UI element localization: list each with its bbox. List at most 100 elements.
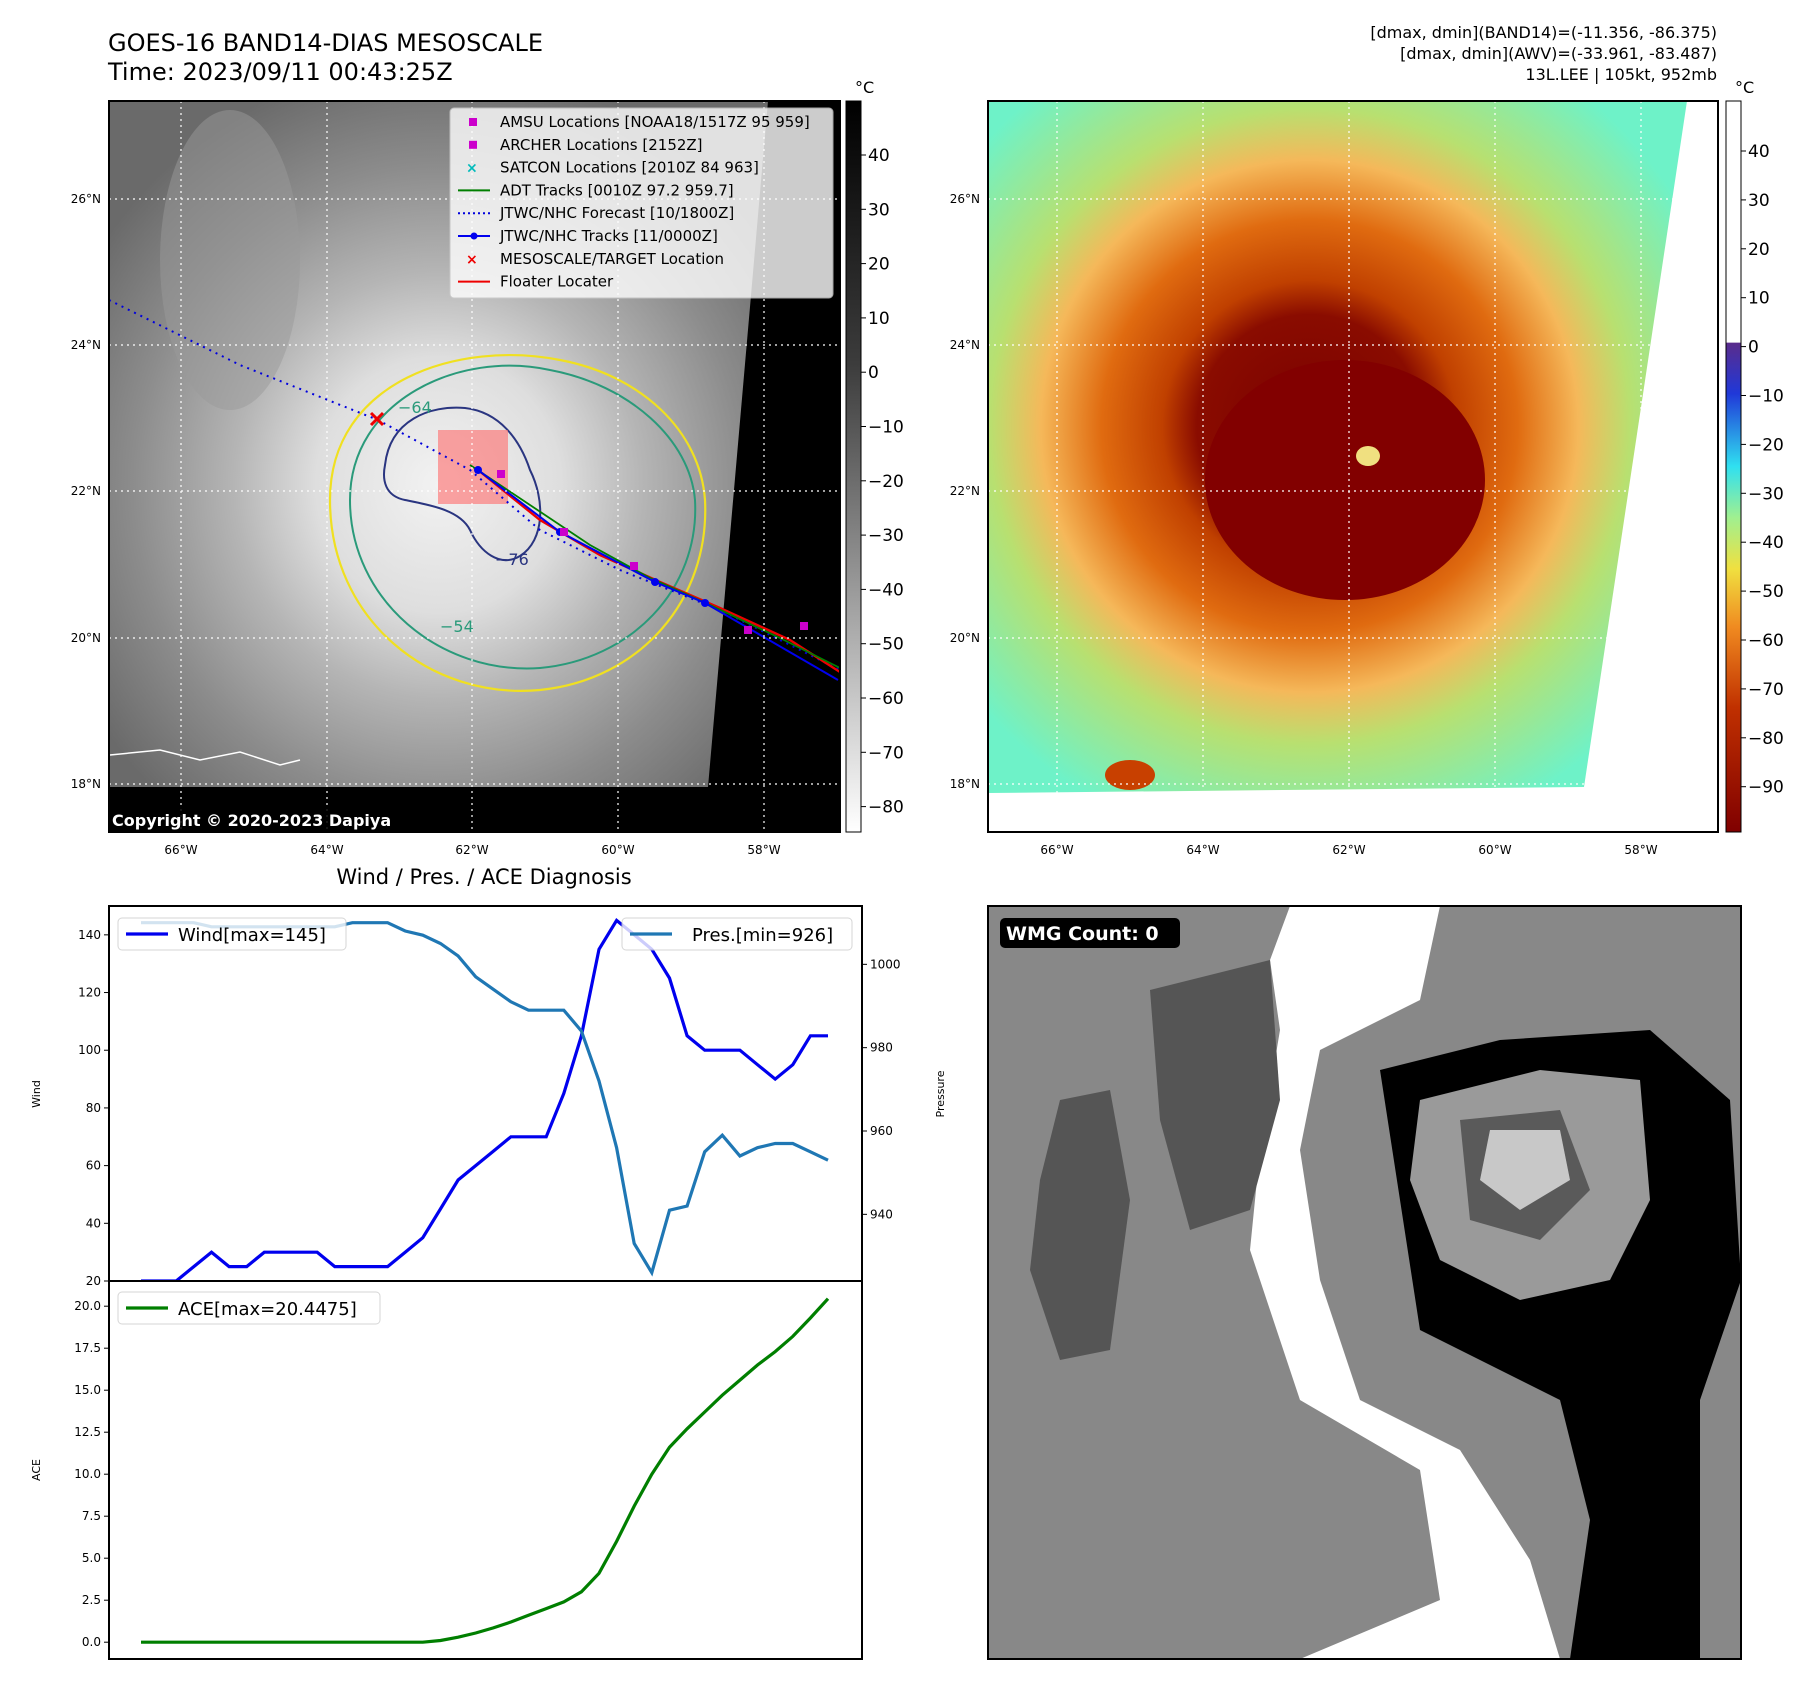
ir-contour-navy [383, 406, 542, 562]
enhanced-colorbar: °C 40 30 20 10 0 −10 −20 −30 −40 −50 −60 −70 −80 −90 [1725, 78, 1784, 833]
pressure-ytick-label: 960 [870, 1124, 893, 1138]
ir-map-panel: −76 −54 −64 Copyright © 2020-2023 Dapiya… [108, 100, 841, 833]
pressure-ylabel: Pressure [934, 1070, 947, 1117]
map-tick-labels: 66°W 66°W 64°W 64°W 62°W 62°W 60°W 60°W 58°W 58°W… [71, 192, 1658, 857]
lon-tick-label: 64°W [310, 843, 343, 857]
enh-cb-tick-label: −80 [1748, 729, 1784, 749]
enhanced-colorbar-ticks: 40 30 20 10 0 −10 −20 −30 −40 −50 −60 −70 −80 −90 [1741, 142, 1784, 798]
enhanced-map-panel [987, 100, 1719, 833]
lat-tick-label: 26°N [71, 192, 101, 206]
ir-cb-tick-label: −70 [868, 743, 904, 763]
cdo-core [1205, 360, 1485, 600]
contour-label: −76 [495, 550, 529, 569]
ace-yticks: 0.0 2.5 5.0 7.5 10.0 12.5 15.0 17.5 20.0 [74, 1299, 109, 1649]
adt-track [469, 464, 840, 669]
eye [1356, 446, 1380, 466]
ir-cb-tick-label: 20 [868, 255, 890, 275]
enh-gridlines [988, 101, 1718, 832]
lon-tick-label: 62°W [455, 843, 488, 857]
wind-legend: Wind[max=145] [117, 917, 347, 951]
mesoscale-target-marker [369, 411, 385, 427]
legend-marker-x: × [466, 252, 478, 268]
ace-legend-label: ACE[max=20.4475] [178, 1299, 357, 1320]
wmg-count-badge [1000, 918, 1180, 948]
legend-marker-x: × [466, 161, 478, 177]
ace-chart: 0.0 2.5 5.0 7.5 10.0 12.5 15.0 17.5 20.0 ACE ACE… [30, 1280, 863, 1660]
enh-cb-tick-label: −60 [1748, 631, 1784, 651]
pressure-ytick-label: 940 [870, 1207, 893, 1221]
ace-series-line [141, 1297, 830, 1644]
wmg-dark-patch [1030, 1090, 1130, 1360]
lon-tick-label: 62°W [1332, 843, 1365, 857]
ace-ytick-label: 17.5 [74, 1341, 101, 1355]
enh-cb-tick-label: −20 [1748, 435, 1784, 455]
ir-contour-yellow [328, 353, 707, 692]
legend-item: × SATCON Locations [2010Z 84 963] [466, 159, 759, 177]
legend-label: ARCHER Locations [2152Z] [500, 136, 703, 154]
lat-tick-label: 24°N [950, 338, 980, 352]
legend-label: ADT Tracks [0010Z 97.2 959.7] [500, 181, 734, 199]
contour-label: −64 [398, 398, 432, 417]
pressure-legend: Pres.[min=926] [621, 917, 853, 951]
lon-tick-label: 58°W [747, 843, 780, 857]
legend-marker-dot [470, 232, 478, 240]
coastline [109, 749, 301, 766]
ir-cb-tick-label: −80 [868, 798, 904, 818]
band14-range: [dmax, dmin](BAND14)=(-11.356, -86.375) [1370, 23, 1717, 42]
pressure-ytick-label: 1000 [870, 957, 901, 971]
ir-contour-green [348, 364, 697, 670]
ir-colorbar-ticks: 40 30 20 10 0 −10 −20 −30 −40 −50 −60 −70 −80 [861, 146, 904, 818]
pressure-ytick-label: 980 [870, 1041, 893, 1055]
ir-cloud-band [160, 110, 300, 410]
enh-cb-tick-label: −40 [1748, 533, 1784, 553]
wind-yticks: 20 40 60 80 100 120 140 [78, 928, 109, 1288]
lon-tick-label: 66°W [1040, 843, 1073, 857]
wind-ytick-label: 60 [86, 1159, 101, 1173]
enh-cb-tick-label: 30 [1748, 191, 1770, 211]
legend-items: AMSU Locations [NOAA18/1517Z 95 959] ARCH… [458, 113, 810, 291]
copyright-text: Copyright © 2020-2023 Dapiya [112, 811, 391, 830]
legend-item: JTWC/NHC Forecast [10/1800Z] [458, 204, 734, 222]
wind-ytick-label: 120 [78, 986, 101, 1000]
enh-cb-tick-label: 0 [1748, 338, 1759, 358]
enhanced-frame [987, 100, 1719, 833]
ir-cb-tick-label: −20 [868, 472, 904, 492]
lon-tick-label: 64°W [1186, 843, 1219, 857]
ir-cb-tick-label: −50 [868, 635, 904, 655]
lat-tick-label: 22°N [71, 484, 101, 498]
ir-cb-tick-label: 40 [868, 146, 890, 166]
ir-colorbar-unit: °C [855, 78, 874, 97]
ace-axes-frame [108, 1280, 863, 1660]
ace-ytick-label: 20.0 [74, 1299, 101, 1313]
wind-ylabel: Wind [30, 1080, 43, 1108]
lat-tick-label: 22°N [950, 484, 980, 498]
enh-cb-tick-label: −90 [1748, 778, 1784, 798]
ace-ytick-label: 2.5 [82, 1593, 101, 1607]
legend-marker-square [469, 140, 477, 149]
legend-item: ADT Tracks [0010Z 97.2 959.7] [458, 181, 734, 199]
wind-ytick-label: 40 [86, 1216, 101, 1230]
enh-cb-tick-label: 10 [1748, 289, 1770, 309]
lat-tick-label: 20°N [71, 631, 101, 645]
lat-tick-label: 18°N [71, 777, 101, 791]
ir-cb-tick-label: 30 [868, 200, 890, 220]
ace-ylabel: ACE [30, 1459, 43, 1481]
ace-ytick-label: 7.5 [82, 1509, 101, 1523]
ir-colorbar-ramp [845, 100, 862, 833]
enh-cb-tick-label: −30 [1748, 484, 1784, 504]
wmg-frame [987, 905, 1742, 1660]
ace-ytick-label: 0.0 [82, 1635, 101, 1649]
legend-label: JTWC/NHC Tracks [11/0000Z] [499, 227, 718, 245]
lat-tick-label: 18°N [950, 777, 980, 791]
enh-cb-tick-label: 40 [1748, 142, 1770, 162]
legend-marker-square [469, 118, 477, 126]
wind-series-line [141, 917, 828, 1283]
wind-ytick-label: 20 [86, 1274, 101, 1288]
ir-colorbar: °C 40 30 20 10 0 −10 −20 −30 −40 −50 −60 −70 −80 [845, 78, 904, 833]
lon-tick-label: 66°W [164, 843, 197, 857]
wmg-count-label: WMG Count: 0 [1006, 923, 1159, 945]
storm-info: 13L.LEE | 105kt, 952mb [1525, 65, 1717, 84]
enh-cb-tick-label: −10 [1748, 387, 1784, 407]
enhanced-colorbar-unit: °C [1735, 78, 1754, 97]
wind-pressure-chart: 20 40 60 80 100 120 140 940 960 980 1000 Wind Pre… [30, 905, 947, 1288]
